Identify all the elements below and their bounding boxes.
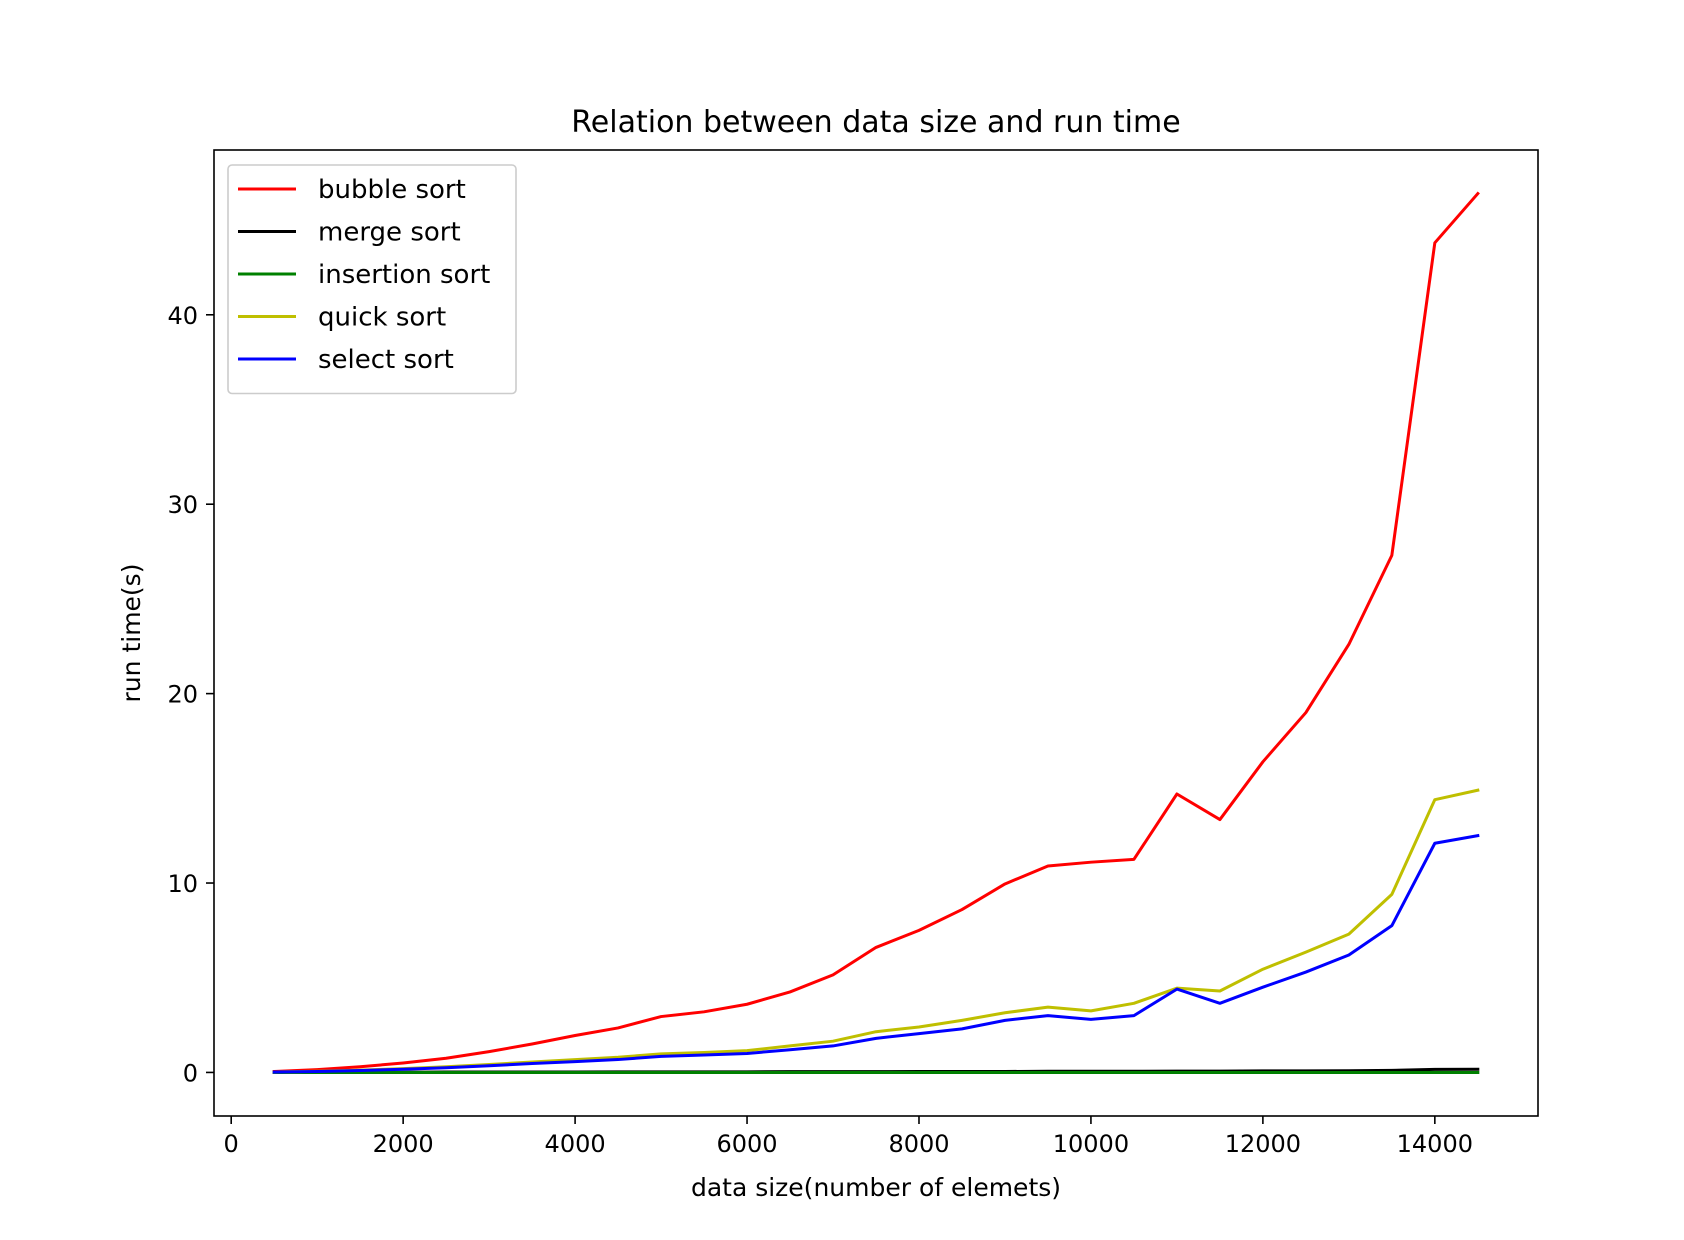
x-tick-label: 0 (224, 1130, 239, 1158)
y-tick-label: 10 (167, 870, 198, 898)
series-line-select-sort (272, 833, 1480, 1074)
x-tick-label: 10000 (1053, 1130, 1129, 1158)
x-axis-label: data size(number of elemets) (691, 1173, 1061, 1202)
x-tick-label: 4000 (545, 1130, 606, 1158)
series-line-bubble-sort (272, 191, 1480, 1074)
x-tick-label: 6000 (716, 1130, 777, 1158)
legend-label-insertion-sort: insertion sort (318, 260, 490, 290)
legend-box (227, 164, 517, 395)
y-axis: 0 10 20 30 40 (167, 302, 214, 1087)
x-tick-label: 12000 (1225, 1130, 1301, 1158)
x-axis: 0 2000 4000 6000 8000 10000 12000 14000 (224, 1116, 1473, 1158)
chart-title: Relation between data size and run time (571, 105, 1180, 140)
legend-label-bubble-sort: bubble sort (318, 175, 466, 205)
y-tick-label: 30 (167, 491, 198, 519)
x-tick-label: 8000 (888, 1130, 949, 1158)
plot-frame (213, 149, 1539, 1117)
series-layer (272, 191, 1480, 1074)
legend: bubble sort merge sort insertion sort quick… (227, 164, 517, 395)
x-tick-label: 2000 (373, 1130, 434, 1158)
legend-label-select-sort: select sort (318, 345, 454, 375)
x-tick-label: 14000 (1397, 1130, 1473, 1158)
y-tick-label: 20 (167, 681, 198, 709)
y-axis-label: run time(s) (117, 564, 146, 703)
y-tick-label: 40 (167, 302, 198, 330)
legend-label-merge-sort: merge sort (318, 218, 461, 248)
legend-label-quick-sort: quick sort (318, 303, 446, 333)
y-tick-label: 0 (183, 1059, 198, 1087)
